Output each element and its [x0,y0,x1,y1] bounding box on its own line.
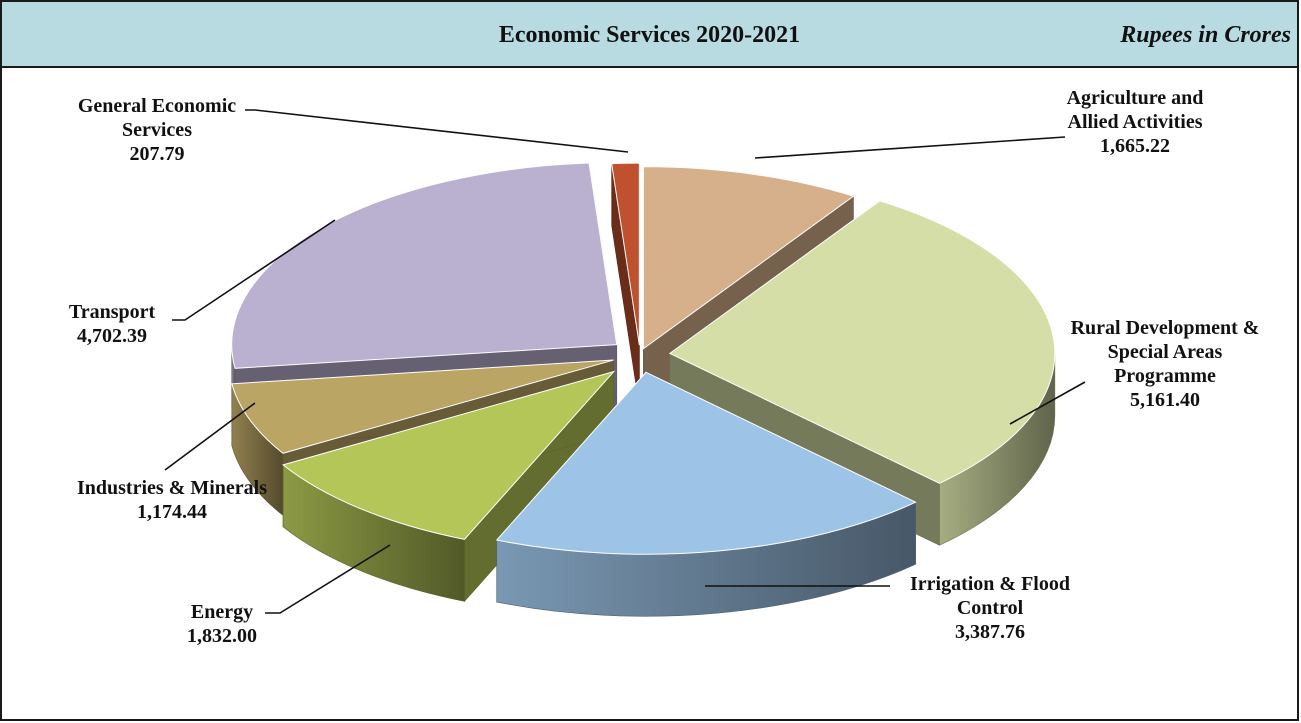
slice-general-economic-services[interactable] [611,162,640,346]
slice-agriculture-and-allied-activities[interactable] [642,166,855,350]
slice-label-5: Transport 4,702.39 [69,301,156,347]
slice-label-2: Irrigation & Flood Control 3,387.76 [910,573,1070,643]
leader-line-5 [172,219,336,321]
leader-lines [164,109,1086,614]
leader-line-6 [245,109,629,153]
unit-label: Rupees in Crores [1120,22,1291,48]
chart-title: Economic Services 2020-2021 [498,22,801,48]
leader-line-1 [1009,381,1086,425]
slice-energy[interactable] [282,370,616,540]
leader-line-3 [265,544,391,614]
slice-label-0: Agriculture and Allied Activities 1,665.22 [1067,87,1204,157]
slice-label-3: Energy 1,832.00 [187,601,257,647]
pie-tops [231,162,1056,555]
slice-label-6: General Economic Services 207.79 [78,95,236,165]
leader-line-4 [164,402,256,471]
slice-label-4: Industries & Minerals 1,174.44 [77,477,267,523]
slice-transport[interactable] [231,162,618,369]
slice-rural-development-special-areas-programme[interactable] [668,200,1056,484]
chart-header: Economic Services 2020-2021 Rupees in Cr… [2,2,1297,68]
slice-labels: Agriculture and Allied Activities 1,665.22… [69,87,1260,647]
slice-irrigation-flood-control[interactable] [495,371,917,555]
slice-label-1: Rural Development & Special Areas Programm… [1071,317,1260,411]
leader-line-0 [754,136,1066,159]
slice-industries-minerals[interactable] [231,359,614,454]
